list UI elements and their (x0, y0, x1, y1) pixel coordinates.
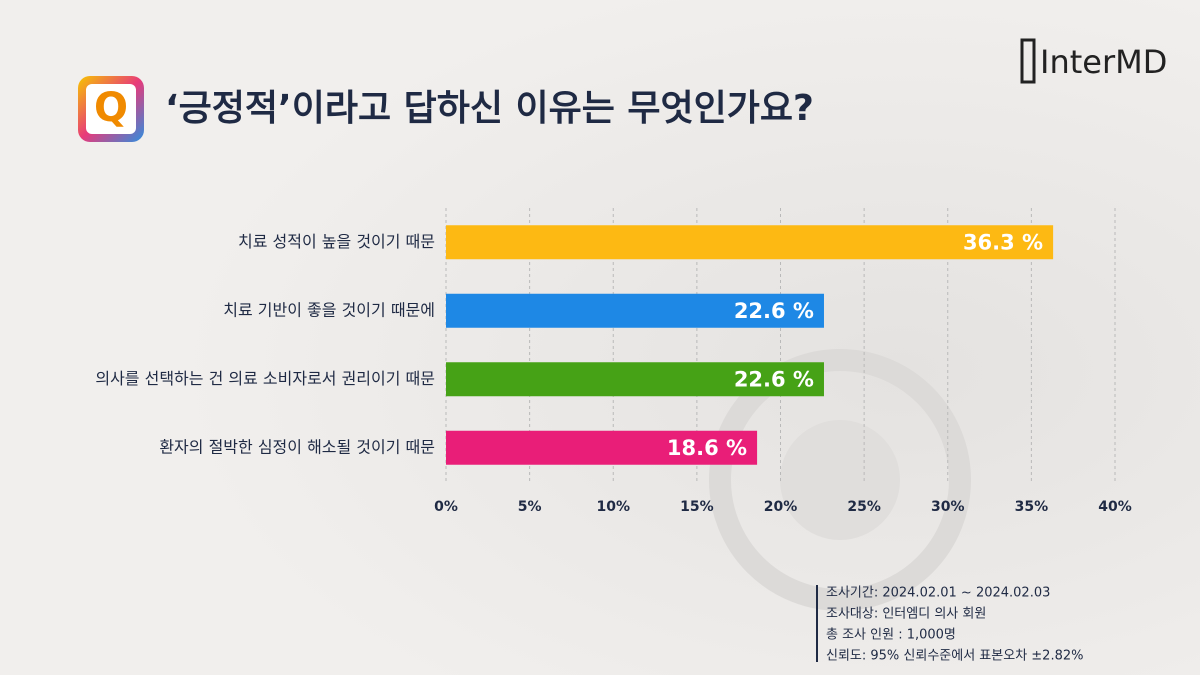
bar (446, 430, 758, 465)
category-label: 의사를 선택하는 건 의료 소비자로서 권리이기 때문 (95, 369, 435, 388)
category-label: 치료 기반이 좋을 것이기 때문에 (223, 300, 435, 319)
x-tick-label: 35% (1015, 499, 1049, 515)
decor (709, 349, 971, 611)
value-label: 22.6 % (734, 299, 814, 323)
category-label: 치료 성적이 높을 것이기 때문 (238, 232, 435, 251)
logo-bracket (1020, 38, 1036, 84)
note: 조사대상: 인터엠디 의사 회원 (826, 607, 986, 622)
note: 신뢰도: 95% 신뢰수준에서 표본오차 ±2.82% (826, 649, 1083, 664)
x-tick-label: 25% (847, 499, 881, 515)
decor (780, 420, 900, 540)
x-tick-label: 10% (596, 499, 630, 515)
logo: InterMD (1040, 43, 1167, 81)
x-tick-label: 0% (434, 499, 458, 515)
value-label: 22.6 % (734, 367, 814, 391)
q-letter: Q (94, 85, 128, 131)
value-label: 18.6 % (667, 436, 747, 460)
note: 조사기간: 2024.02.01 ~ 2024.02.03 (826, 586, 1050, 601)
x-tick-label: 15% (680, 499, 714, 515)
value-label: 36.3 % (963, 230, 1043, 254)
x-tick-label: 30% (931, 499, 965, 515)
x-tick-label: 40% (1098, 499, 1132, 515)
chart-title: ‘긍정적’이라고 답하신 이유는 무엇인가요? (165, 88, 814, 129)
bar (446, 293, 824, 328)
note: 총 조사 인원 : 1,000명 (826, 628, 956, 643)
bar (446, 225, 1054, 260)
category-label: 환자의 절박한 심정이 해소될 것이기 때문 (159, 437, 435, 456)
x-tick-label: 5% (518, 499, 542, 515)
x-tick-label: 20% (764, 499, 798, 515)
bar (446, 362, 824, 397)
q-icon-inner (86, 84, 136, 134)
